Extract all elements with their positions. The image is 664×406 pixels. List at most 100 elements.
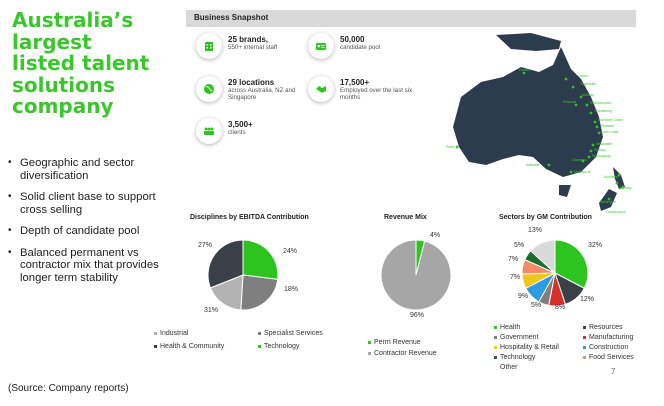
ebitda-chart-title: Disciplines by EBITDA Contribution (190, 214, 309, 221)
stat-value: 50,000 (340, 35, 365, 44)
map-city-label: Perth (446, 145, 455, 149)
legend-label: Technology (500, 354, 536, 361)
data-label: 8% (555, 304, 566, 311)
bullet-item: Depth of candidate pool (8, 225, 178, 238)
legend-label: Construction (589, 344, 629, 351)
legend-item: Other (494, 364, 518, 371)
data-label: 12% (580, 296, 595, 303)
data-label: 18% (284, 286, 299, 293)
data-label: 31% (204, 307, 219, 314)
page-number: 7 (611, 367, 616, 376)
map-city-label: Darwin (519, 68, 530, 72)
map-city-label: Rockhampton (590, 101, 612, 105)
legend-item: Specialist Services (258, 330, 323, 337)
data-label: 24% (283, 248, 298, 255)
map-city-label: Sunshine Coast (598, 118, 623, 122)
map-city-label: Wellington (600, 200, 617, 204)
bullet-list: Geographic and sector diversification So… (8, 157, 178, 293)
legend-label: Industrial (160, 330, 189, 337)
legend-label: Other (500, 364, 518, 371)
pie-slice-health-community (207, 239, 244, 289)
legend-item: Manufacturing (583, 334, 633, 341)
map-city-label: Newcastle (596, 142, 613, 146)
legend-item: Food Services (583, 354, 634, 361)
legend-label: Specialist Services (264, 330, 323, 337)
headline-line: listed talent (12, 51, 150, 75)
stat-value: 29 locations (228, 78, 275, 87)
legend-label: Technology (264, 343, 300, 350)
legend-item: Health & Community (154, 343, 224, 350)
legend-label: Food Services (589, 354, 634, 361)
globe-icon (204, 84, 214, 94)
headline: Australia’s largest listed talent soluti… (12, 8, 182, 118)
sectors-pie-chart (521, 239, 589, 307)
building-icon (205, 42, 213, 51)
stat-value: 17,500+ (340, 78, 370, 87)
pie-slice-contractor-revenue (380, 239, 452, 311)
map-city-label: Cairns (578, 74, 589, 78)
legend-label: Perm Revenue (374, 339, 421, 346)
map-city-label: Adelaide (526, 163, 540, 167)
australia-nz-map (453, 33, 625, 211)
data-label: 7% (510, 274, 521, 281)
map-city-label: Bundaberg (595, 109, 613, 113)
map-city-label: Emerald (563, 100, 577, 104)
legend-item: Resources (583, 324, 622, 331)
people-icon (204, 127, 214, 135)
headline-line: largest (12, 29, 92, 54)
legend-label: Government (500, 334, 539, 341)
legend-label: Contractor Revenue (374, 350, 437, 357)
revenue-pie-chart (380, 239, 452, 311)
headline-line: Australia’s (12, 8, 134, 32)
stat-value: 25 brands, (228, 35, 269, 44)
sectors-chart-title: Sectors by GM Contribution (499, 214, 592, 221)
map-city-label: Sydney (594, 148, 606, 152)
headline-line: company (12, 94, 114, 118)
stat-value: 3,500+ (228, 120, 253, 129)
legend-item: Construction (583, 344, 628, 351)
revenue-chart-title: Revenue Mix (384, 214, 427, 221)
bullet-item: Solid client base to support cross selli… (8, 191, 178, 216)
map-city-label: Canberra (572, 158, 587, 162)
legend-item: Technology (258, 343, 299, 350)
legend-label: Health & Community (160, 343, 225, 350)
data-label: 27% (198, 242, 213, 249)
legend-item: Industrial (154, 330, 188, 337)
legend-label: Health (500, 324, 521, 331)
stat-desc: candidate pool (340, 44, 381, 51)
pie-slice-technology (242, 239, 279, 280)
snapshot-title: Business Snapshot (194, 13, 269, 22)
map-city-label: Hastings (618, 186, 632, 190)
map-city-label: Wollongong (592, 154, 611, 158)
source-note: (Source: Company reports) (8, 383, 129, 394)
data-label: 13% (528, 227, 543, 234)
legend-label: Manufacturing (589, 334, 634, 341)
data-label: 7% (508, 256, 519, 263)
stat-desc: across Australia, NZ and Singapore (228, 87, 296, 101)
stat-desc: Employed over the last six months (340, 87, 413, 101)
pie-slice-industrial (209, 274, 244, 311)
map-city-label: Melbourne (574, 170, 591, 174)
bullet-item: Balanced permanent vs contractor mix tha… (8, 247, 178, 285)
data-label: 32% (588, 242, 603, 249)
stat-desc: clients (228, 129, 246, 136)
map-city-label: Mackay (582, 93, 595, 97)
legend-label: Hospitality & Retail (500, 344, 559, 351)
legend-item: Technology (494, 354, 535, 361)
legend-item: Hospitality & Retail (494, 344, 559, 351)
data-label: 4% (430, 232, 441, 239)
snapshot-header: Business Snapshot (186, 10, 636, 27)
bullet-item: Geographic and sector diversification (8, 157, 178, 182)
data-label: 5% (531, 302, 542, 309)
stat-desc: 550+ internal staff (228, 44, 278, 51)
map-city-label: Gold Coast (601, 130, 619, 134)
data-label: 96% (410, 312, 425, 319)
map-city-label: Auckland (604, 175, 619, 179)
content-panel: Business Snapshot 25 brands, 550+ interna… (154, 10, 636, 400)
legend-item: Health (494, 324, 520, 331)
pie-slice-specialist-services (240, 274, 279, 311)
legend-label: Resources (589, 324, 623, 331)
legend-item: Perm Revenue (368, 339, 421, 346)
legend-item: Contractor Revenue (368, 350, 437, 357)
pie-slice-health (554, 239, 589, 289)
